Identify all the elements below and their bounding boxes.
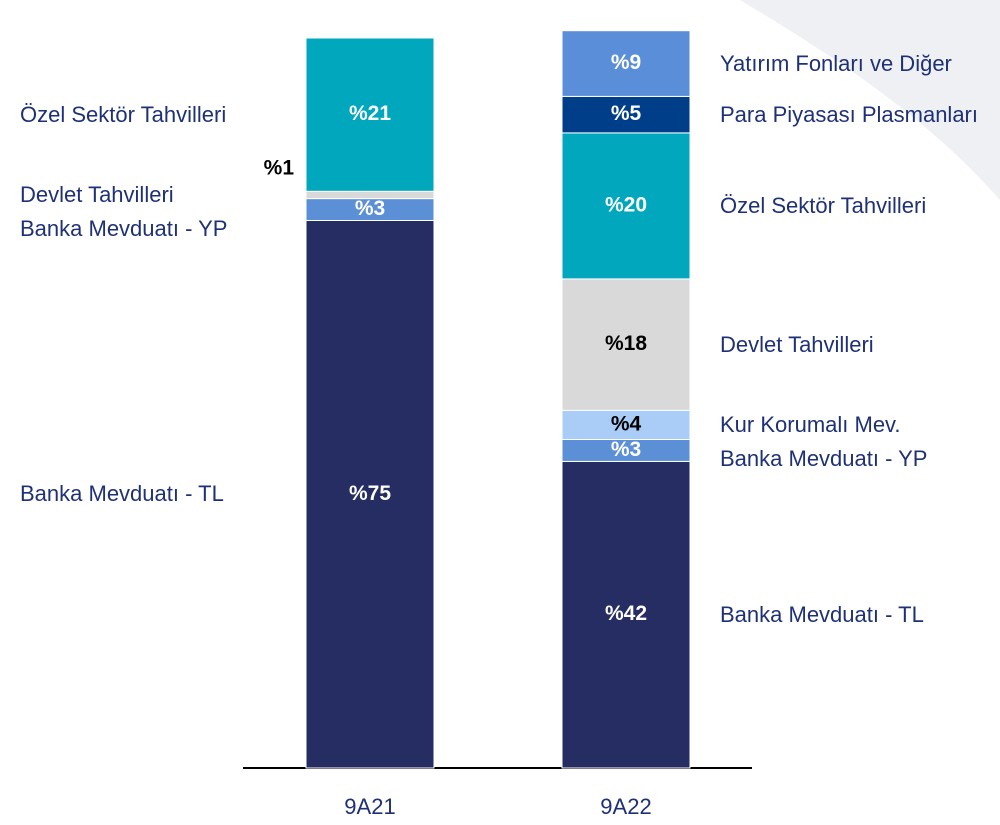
bar-segment [561,460,691,769]
data-label: %75 [349,482,391,505]
data-label: %1 [264,156,295,179]
data-label: %3 [355,197,385,220]
bar-segment [305,37,435,192]
segment-label: Banka Mevduatı - YP [720,445,928,471]
segment-label: Banka Mevduatı - TL [720,601,924,627]
bar-segment [561,278,691,411]
segment-label: Banka Mevduatı - YP [20,215,228,241]
data-label: %21 [349,102,391,125]
bar-segment [561,132,691,280]
data-label: %18 [605,332,647,355]
segment-label: Banka Mevduatı - TL [20,481,224,507]
data-label: %5 [611,102,642,125]
data-label: %4 [611,412,642,435]
segment-label: Yatırım Fonları ve Diğer [720,50,952,76]
bar-segment [561,95,691,134]
bar-segment [561,409,691,440]
background-shape [740,0,1000,200]
segment-label: Kur Korumalı Mev. [720,411,901,437]
bar-segment [305,220,435,769]
segment-label: Para Piyasası Plasmanları [720,101,978,127]
data-label: %9 [611,51,641,74]
data-label: %20 [605,193,647,216]
data-label: %42 [605,602,647,625]
segment-label: Özel Sektör Tahvilleri [720,192,927,218]
segment-label: Özel Sektör Tahvilleri [20,101,227,127]
data-label: %3 [611,438,641,461]
bar-segment [561,30,691,97]
bar-segment [305,190,435,200]
segment-label: Devlet Tahvilleri [20,181,174,207]
x-tick-label: 9A21 [344,794,395,819]
x-tick-label: 9A22 [600,794,651,819]
segment-label: Devlet Tahvilleri [720,331,874,357]
